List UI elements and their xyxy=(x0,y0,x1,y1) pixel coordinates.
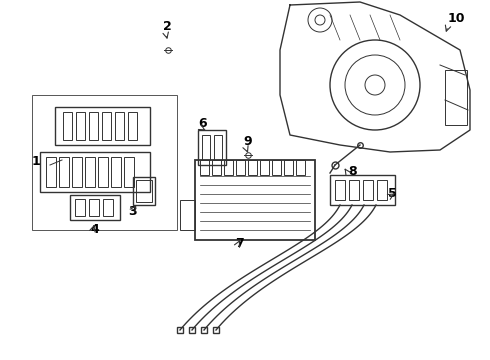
Bar xyxy=(72,157,82,187)
Bar xyxy=(40,152,150,192)
Bar xyxy=(133,177,155,205)
Bar xyxy=(136,180,152,202)
Text: 1: 1 xyxy=(32,155,41,168)
Text: 4: 4 xyxy=(90,223,99,236)
Bar xyxy=(214,135,222,160)
Bar xyxy=(202,135,210,160)
Bar xyxy=(85,157,95,187)
Bar xyxy=(248,160,257,175)
Text: 7: 7 xyxy=(235,237,244,250)
Bar xyxy=(98,157,108,187)
Bar xyxy=(103,199,113,216)
Bar xyxy=(70,195,120,220)
Bar xyxy=(363,180,373,200)
Bar xyxy=(335,180,345,200)
Bar xyxy=(195,160,315,240)
Text: 2: 2 xyxy=(163,20,172,33)
Bar xyxy=(377,180,387,200)
Bar xyxy=(272,160,281,175)
Bar xyxy=(124,157,134,187)
Text: 5: 5 xyxy=(388,187,397,200)
Polygon shape xyxy=(280,2,470,152)
Bar xyxy=(330,175,395,205)
Bar xyxy=(46,157,56,187)
Text: 8: 8 xyxy=(348,165,357,178)
Bar xyxy=(236,160,245,175)
Bar xyxy=(89,112,98,140)
Bar xyxy=(59,157,69,187)
Bar xyxy=(224,160,233,175)
Bar xyxy=(115,112,124,140)
Bar xyxy=(180,200,195,230)
Bar xyxy=(102,112,111,140)
Bar xyxy=(296,160,305,175)
Text: 6: 6 xyxy=(198,117,207,130)
Bar xyxy=(55,107,150,145)
Bar xyxy=(89,199,99,216)
Bar xyxy=(128,112,137,140)
Bar xyxy=(75,199,85,216)
Bar xyxy=(445,70,467,125)
Bar xyxy=(349,180,359,200)
Bar xyxy=(76,112,85,140)
Text: 10: 10 xyxy=(448,12,466,25)
Bar xyxy=(63,112,72,140)
Bar xyxy=(212,160,221,175)
Bar xyxy=(284,160,293,175)
Bar xyxy=(260,160,269,175)
Bar xyxy=(198,130,226,165)
Bar xyxy=(32,95,177,230)
Bar xyxy=(111,157,121,187)
Text: 3: 3 xyxy=(128,205,137,218)
Text: 9: 9 xyxy=(243,135,252,148)
Bar xyxy=(200,160,209,175)
